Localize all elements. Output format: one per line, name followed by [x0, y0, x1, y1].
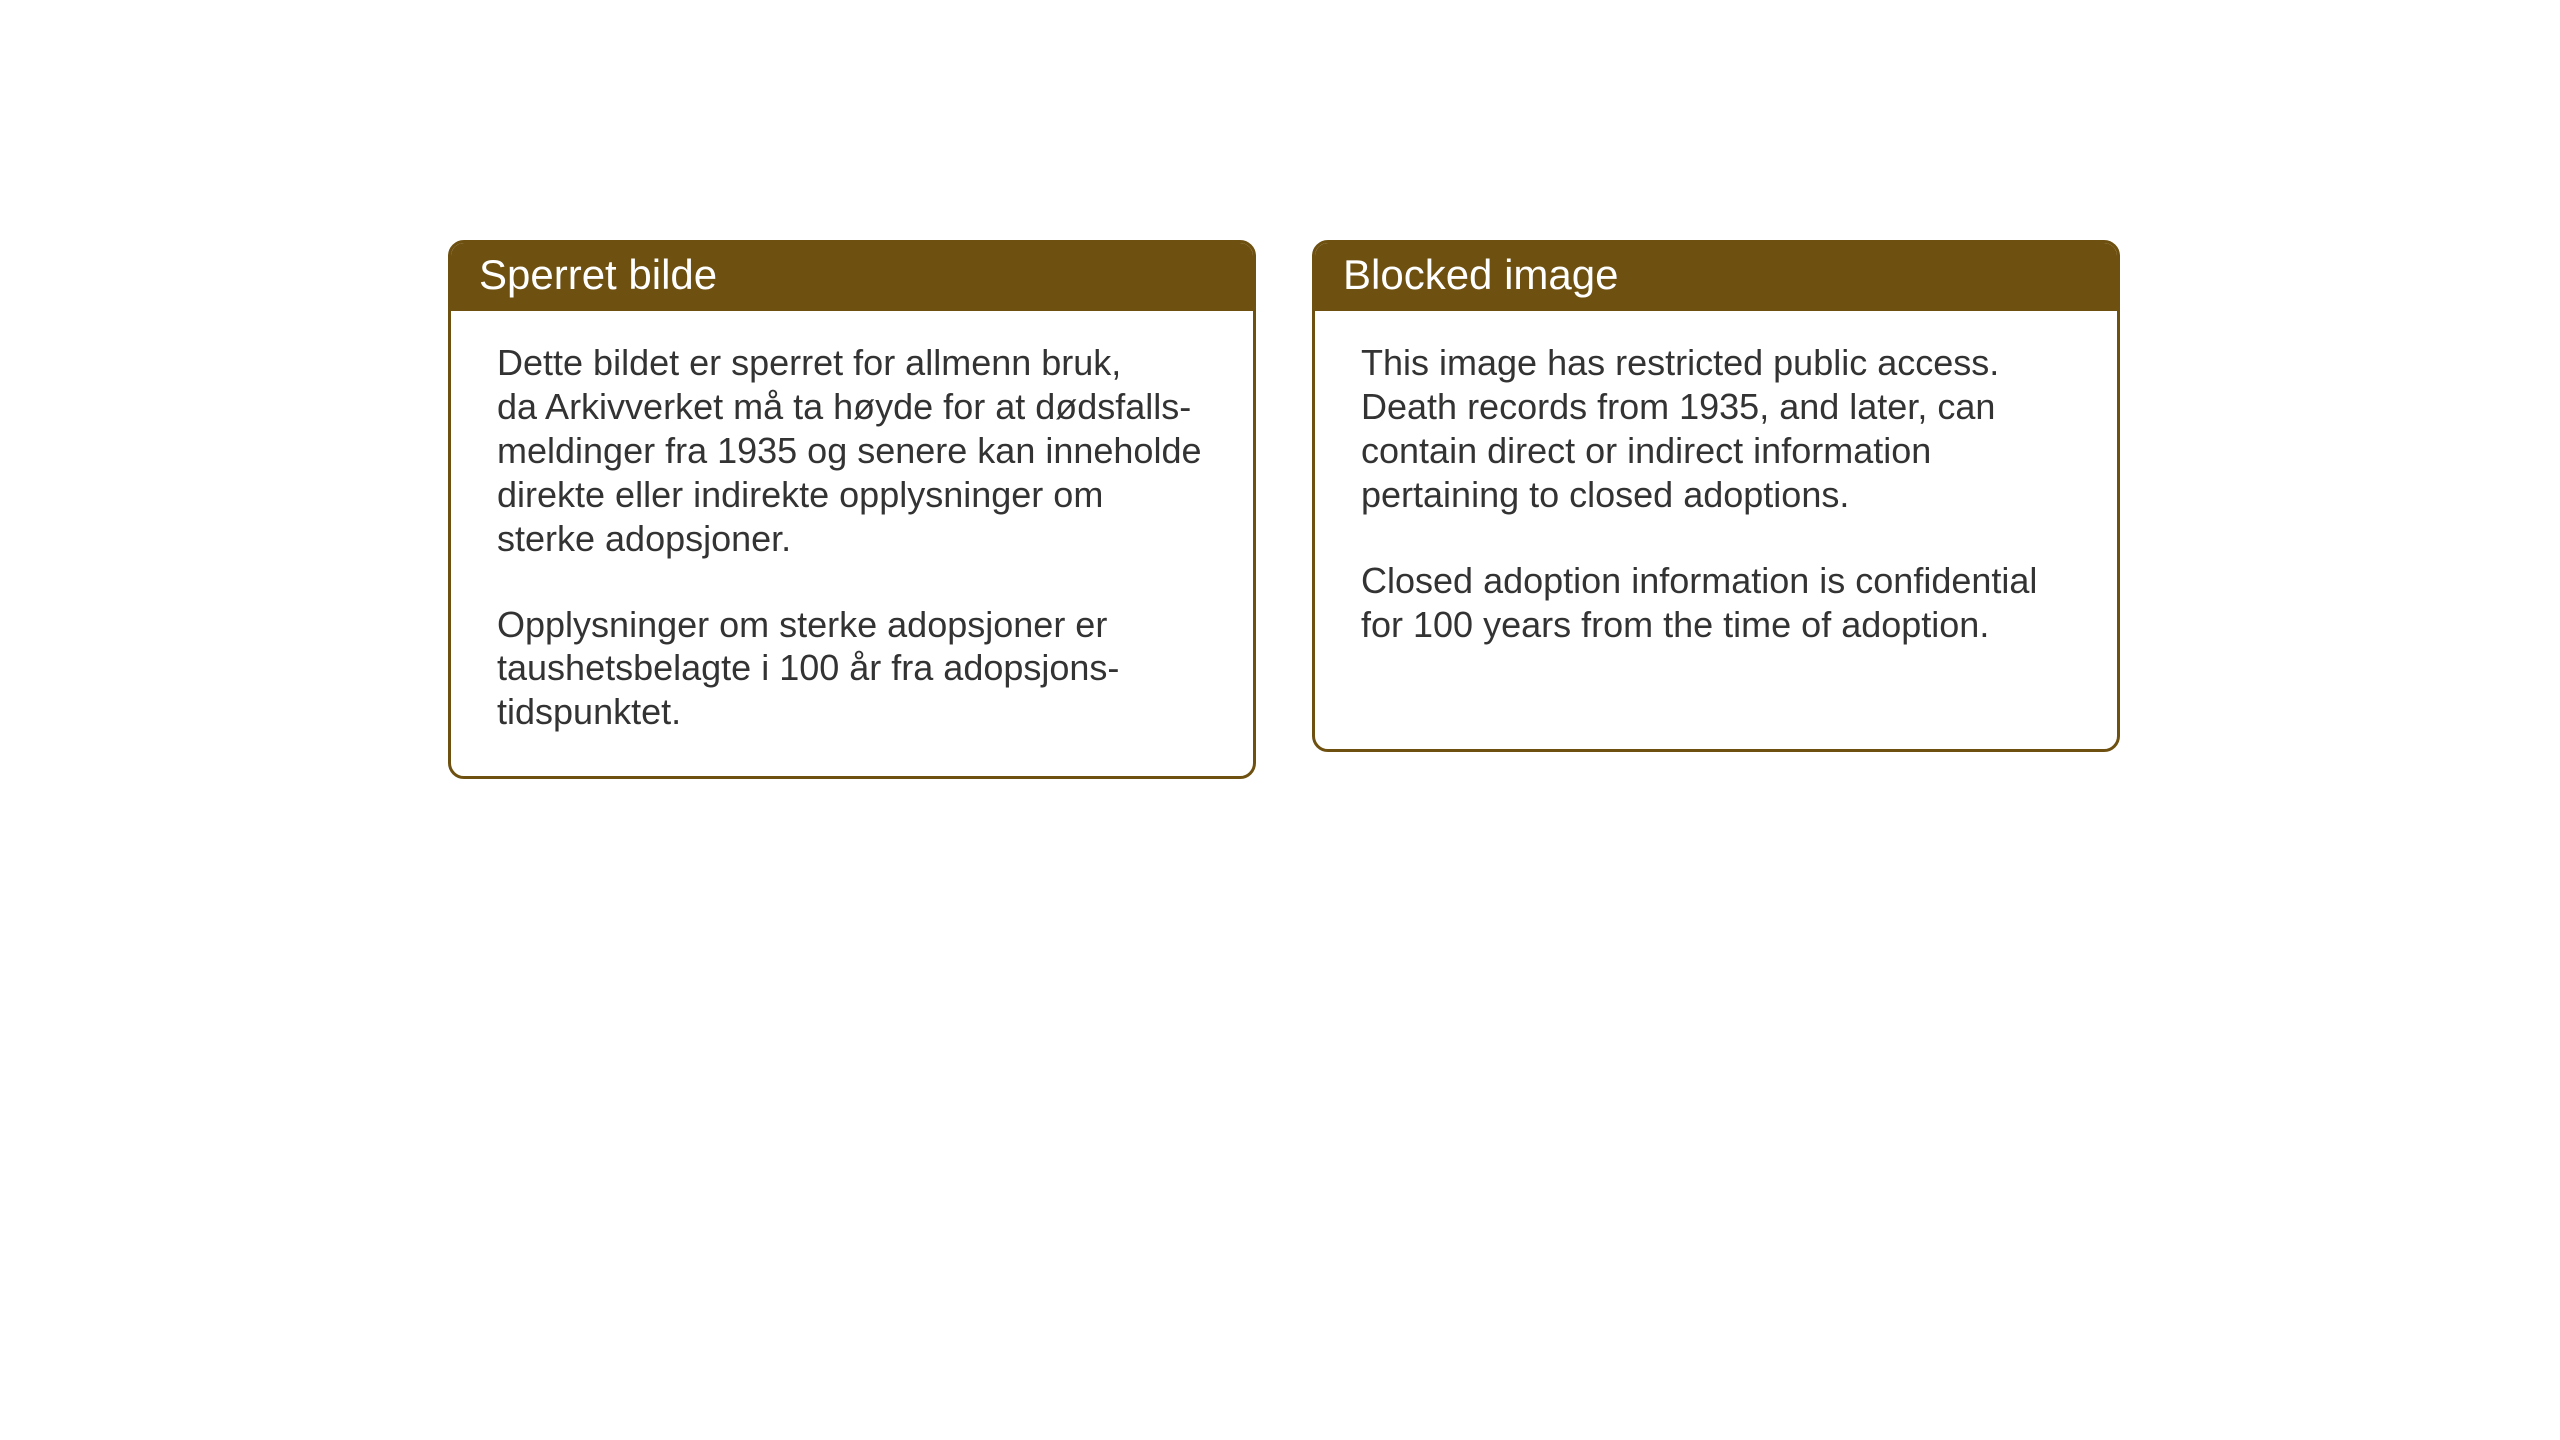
card-header-norwegian: Sperret bilde	[451, 243, 1253, 311]
card-body-norwegian: Dette bildet er sperret for allmenn bruk…	[451, 311, 1253, 776]
notice-card-english: Blocked image This image has restricted …	[1312, 240, 2120, 752]
card-title-english: Blocked image	[1343, 251, 1618, 298]
card-header-english: Blocked image	[1315, 243, 2117, 311]
notice-cards-container: Sperret bilde Dette bildet er sperret fo…	[448, 240, 2120, 779]
card-title-norwegian: Sperret bilde	[479, 251, 717, 298]
card-paragraph-2-norwegian: Opplysninger om sterke adopsjoner er tau…	[497, 603, 1207, 735]
card-paragraph-2-english: Closed adoption information is confident…	[1361, 559, 2071, 647]
notice-card-norwegian: Sperret bilde Dette bildet er sperret fo…	[448, 240, 1256, 779]
card-paragraph-1-english: This image has restricted public access.…	[1361, 341, 2071, 517]
card-body-english: This image has restricted public access.…	[1315, 311, 2117, 688]
card-paragraph-1-norwegian: Dette bildet er sperret for allmenn bruk…	[497, 341, 1207, 561]
